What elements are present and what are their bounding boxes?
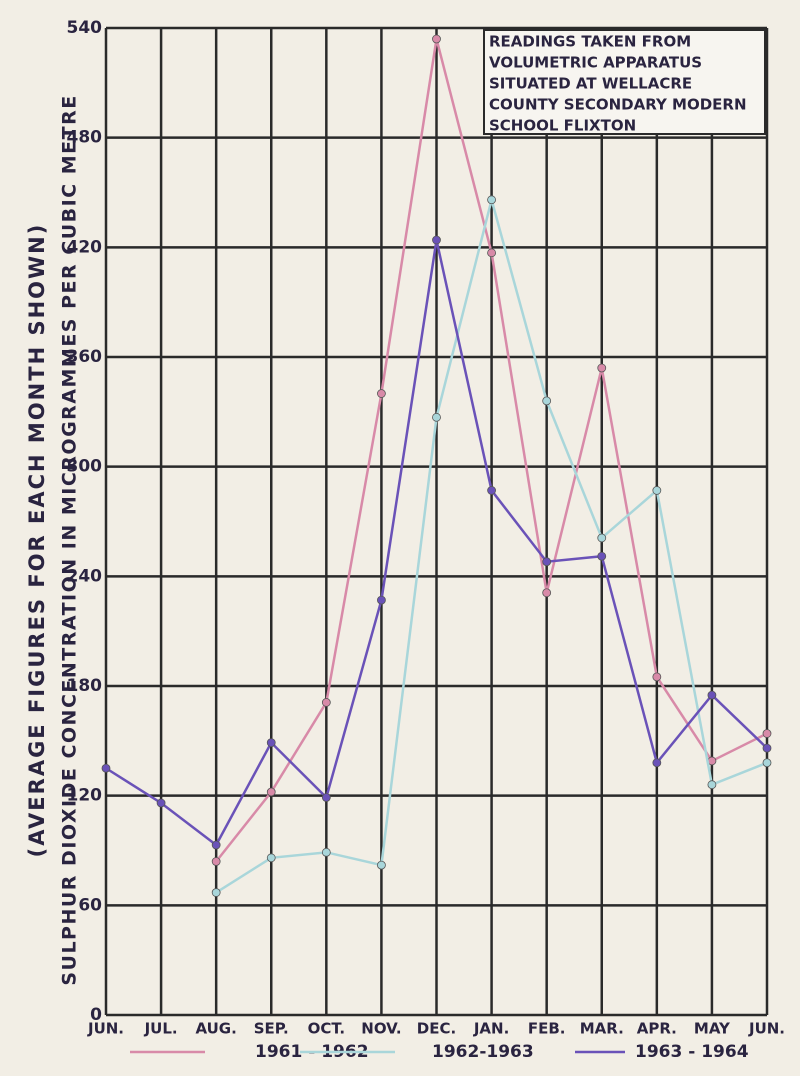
data-point <box>321 793 331 802</box>
data-point <box>321 698 331 707</box>
annotation: VOLUMETRIC APPARATUS <box>489 54 702 72</box>
data-point <box>652 758 662 768</box>
data-point <box>707 780 717 790</box>
x-tick-label: MAY <box>694 1020 731 1038</box>
legend-label: 1963 - 1964 <box>635 1042 749 1062</box>
y-tick-label: 240 <box>67 566 103 586</box>
data-point <box>597 551 607 561</box>
data-point <box>266 787 276 797</box>
y-tick-label: 300 <box>67 457 103 477</box>
x-tick-label: FEB. <box>528 1020 566 1038</box>
x-tick-label: NOV. <box>361 1020 401 1038</box>
data-point <box>156 798 166 808</box>
y-axis-title: (AVERAGE FIGURES FOR EACH MONTH SHOWN) <box>25 223 49 858</box>
y-tick-label: 0 <box>90 1005 102 1025</box>
data-point <box>432 412 441 422</box>
annotation: READINGS TAKEN FROM <box>489 33 691 51</box>
data-point <box>432 34 441 44</box>
data-point <box>432 235 441 245</box>
data-point <box>266 853 276 863</box>
x-tick-label: AUG. <box>195 1020 236 1038</box>
data-point <box>597 533 607 543</box>
x-tick-label: JAN. <box>473 1020 509 1038</box>
data-point <box>377 595 386 605</box>
data-point <box>762 743 772 753</box>
x-tick-label: JUN. <box>748 1020 785 1038</box>
annotation: SCHOOL FLIXTON <box>489 117 636 135</box>
x-tick-label: DEC. <box>417 1020 456 1038</box>
y-tick-label: 120 <box>67 786 103 806</box>
annotation: COUNTY SECONDARY MODERN <box>489 96 747 114</box>
x-tick-label: SEP. <box>254 1020 289 1038</box>
data-point <box>377 860 386 870</box>
data-point <box>542 557 552 567</box>
data-point <box>652 486 662 495</box>
annotation-box <box>483 29 766 135</box>
y-tick-label: 540 <box>67 18 103 38</box>
x-tick-label: JUN. <box>87 1020 124 1038</box>
x-tick-label: APR. <box>637 1020 677 1038</box>
data-point <box>321 847 331 857</box>
annotation: SITUATED AT WELLACRE <box>489 75 692 93</box>
data-point <box>707 690 717 700</box>
data-point <box>762 729 772 738</box>
y-tick-label: 180 <box>67 676 103 696</box>
data-point <box>211 888 221 897</box>
y-tick-label: 480 <box>67 128 103 148</box>
y-tick-label: 60 <box>78 895 102 915</box>
data-point <box>652 672 662 682</box>
data-point <box>597 363 607 373</box>
data-point <box>211 840 221 850</box>
data-point <box>266 738 276 748</box>
data-point <box>762 758 772 768</box>
data-point <box>211 857 221 866</box>
data-point <box>542 396 552 406</box>
y-tick-label: 420 <box>67 237 103 257</box>
x-tick-label: MAR. <box>580 1020 624 1038</box>
legend-label: 1962-1963 <box>432 1042 534 1062</box>
data-point <box>377 389 386 398</box>
y-tick-label: 360 <box>67 347 103 367</box>
x-tick-label: OCT. <box>308 1020 345 1038</box>
y-axis-title: SULPHUR DIOXIDE CONCENTRATION IN MICROGR… <box>59 94 81 985</box>
data-point <box>487 248 496 258</box>
data-point <box>487 486 496 495</box>
data-point <box>542 588 552 598</box>
data-point <box>101 763 111 773</box>
data-point <box>487 195 496 205</box>
x-tick-label: JUL. <box>144 1020 178 1038</box>
